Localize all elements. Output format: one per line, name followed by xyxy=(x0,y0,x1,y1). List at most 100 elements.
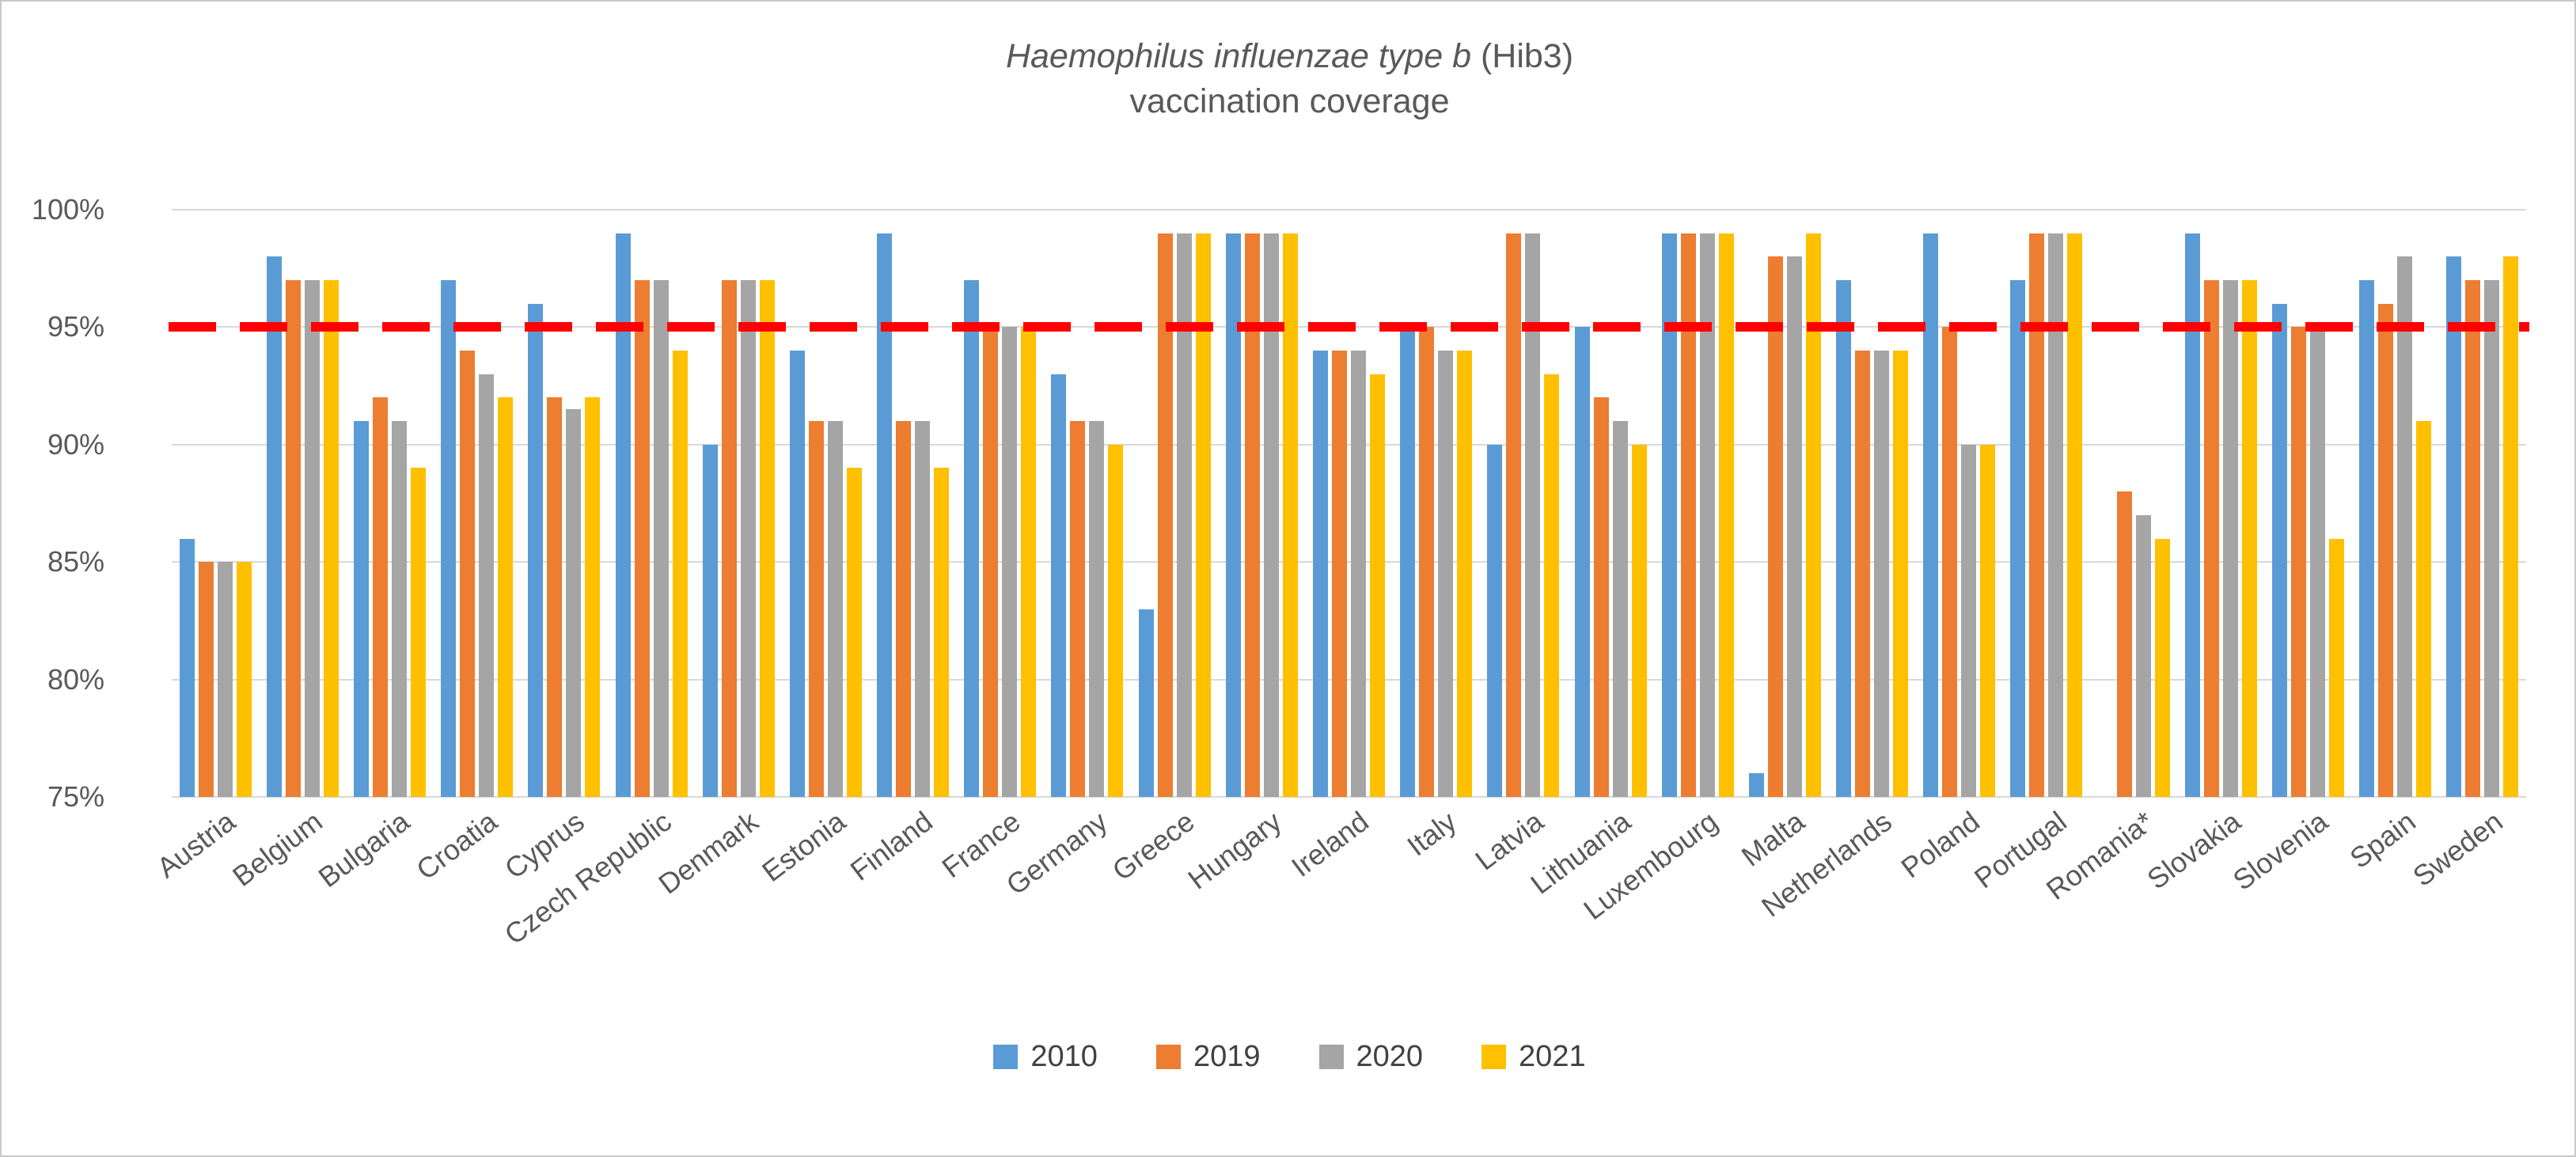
bar-2019 xyxy=(1855,351,1871,797)
bar-2010 xyxy=(266,256,282,797)
bar-2010 xyxy=(1574,327,1590,797)
x-axis-label: Estonia xyxy=(756,805,852,889)
bar-2010 xyxy=(1923,233,1939,797)
bar-2021 xyxy=(2241,280,2257,797)
bar-2019 xyxy=(2203,280,2219,797)
bar-2021 xyxy=(2067,233,2083,797)
gridline-100 xyxy=(172,209,2526,211)
chart-subtitle: vaccination coverage xyxy=(1129,82,1450,120)
bar-2019 xyxy=(2291,327,2307,797)
bar-2020 xyxy=(2397,256,2413,797)
bar-group-belgium xyxy=(259,256,346,797)
bar-2021 xyxy=(2416,421,2432,797)
bar-2019 xyxy=(1942,327,1958,797)
bar-group-latvia xyxy=(1480,233,1567,797)
x-axis-label: Hungary xyxy=(1182,805,1288,896)
bar-2020 xyxy=(1089,421,1105,797)
bar-2020 xyxy=(653,280,669,797)
x-axis-label: Italy xyxy=(1400,805,1463,863)
bar-2021 xyxy=(1457,351,1473,797)
bar-group-italy xyxy=(1393,327,1480,797)
bar-2020 xyxy=(915,421,931,797)
gridline-90 xyxy=(172,443,2526,446)
bar-2020 xyxy=(2484,280,2500,797)
chart-title-line1: Haemophilus influenzae type b (Hib3) xyxy=(2,33,2574,79)
bar-2010 xyxy=(789,351,805,797)
legend: 2010 2019 2020 2021 xyxy=(2,1040,2574,1074)
x-axis-label: Sweden xyxy=(2406,805,2509,893)
bar-2019 xyxy=(547,397,563,797)
bar-2019 xyxy=(1157,233,1173,797)
bar-group-bulgaria xyxy=(346,397,433,797)
y-axis-label-90: 90% xyxy=(47,427,104,461)
bar-2020 xyxy=(2222,280,2238,797)
x-axis-label: Bulgaria xyxy=(312,805,416,894)
bar-2020 xyxy=(479,374,495,797)
bar-2019 xyxy=(896,421,912,797)
bar-2019 xyxy=(460,351,476,797)
bar-2021 xyxy=(1108,444,1124,797)
y-axis-label-80: 80% xyxy=(47,662,104,696)
bar-2010 xyxy=(964,280,980,797)
bar-2021 xyxy=(236,562,252,797)
legend-item-2021: 2021 xyxy=(1481,1040,1586,1074)
bar-group-portugal xyxy=(2003,233,2090,797)
bar-2021 xyxy=(1544,374,1560,797)
bar-2010 xyxy=(353,421,369,797)
gridline-75 xyxy=(172,796,2526,798)
bar-2019 xyxy=(1767,256,1783,797)
bar-2010 xyxy=(1487,444,1503,797)
bar-2020 xyxy=(217,562,233,797)
legend-item-2010: 2010 xyxy=(993,1040,1098,1074)
gridline-85 xyxy=(172,561,2526,563)
legend-swatch-2021 xyxy=(1481,1045,1507,1069)
bar-2020 xyxy=(566,409,582,797)
bar-2021 xyxy=(759,280,775,797)
x-axis-label: Denmark xyxy=(652,805,764,901)
bar-2020 xyxy=(1612,421,1628,797)
bar-2020 xyxy=(1350,351,1366,797)
bar-2019 xyxy=(1419,327,1435,797)
bar-2010 xyxy=(1836,280,1852,797)
bar-2020 xyxy=(304,280,320,797)
legend-swatch-2019 xyxy=(1155,1045,1181,1069)
bar-2019 xyxy=(1593,397,1609,797)
x-axis-label: Croatia xyxy=(409,805,503,886)
bar-group-austria xyxy=(172,538,259,797)
bar-2010 xyxy=(877,233,893,797)
bar-group-croatia xyxy=(434,280,521,797)
bar-group-sweden xyxy=(2439,256,2526,797)
x-axis-label: Austria xyxy=(150,805,241,885)
bar-2021 xyxy=(1195,233,1211,797)
bar-2019 xyxy=(2465,280,2481,797)
bar-2010 xyxy=(2184,233,2200,797)
bar-group-ireland xyxy=(1305,351,1392,797)
bar-group-slovakia xyxy=(2177,233,2264,797)
bar-2019 xyxy=(1506,233,1522,797)
bar-2021 xyxy=(498,397,514,797)
bar-2021 xyxy=(2503,256,2519,797)
legend-label-2021: 2021 xyxy=(1519,1040,1586,1073)
bar-group-slovenia xyxy=(2264,303,2351,797)
bar-group-luxembourg xyxy=(1654,233,1741,797)
bar-2010 xyxy=(1225,233,1241,797)
bar-group-czechrepublic xyxy=(608,233,695,797)
chart-title-paren: (Hib3) xyxy=(1471,37,1574,75)
bar-2010 xyxy=(528,303,544,797)
y-axis-label-100: 100% xyxy=(31,193,104,226)
bar-2010 xyxy=(1748,773,1764,797)
chart-title: Haemophilus influenzae type b (Hib3) vac… xyxy=(2,33,2574,123)
bar-2021 xyxy=(846,468,862,797)
bar-2019 xyxy=(2378,303,2394,797)
bar-2020 xyxy=(2048,233,2064,797)
bar-group-poland xyxy=(1916,233,2003,797)
bar-2010 xyxy=(1138,609,1154,797)
bar-2010 xyxy=(1400,327,1416,797)
bar-2021 xyxy=(323,280,339,797)
y-axis-label-85: 85% xyxy=(47,545,104,578)
bar-2019 xyxy=(1331,351,1347,797)
bar-2021 xyxy=(1718,233,1734,797)
chart-title-species: Haemophilus influenzae type b xyxy=(1005,37,1471,75)
bar-2021 xyxy=(1805,233,1821,797)
